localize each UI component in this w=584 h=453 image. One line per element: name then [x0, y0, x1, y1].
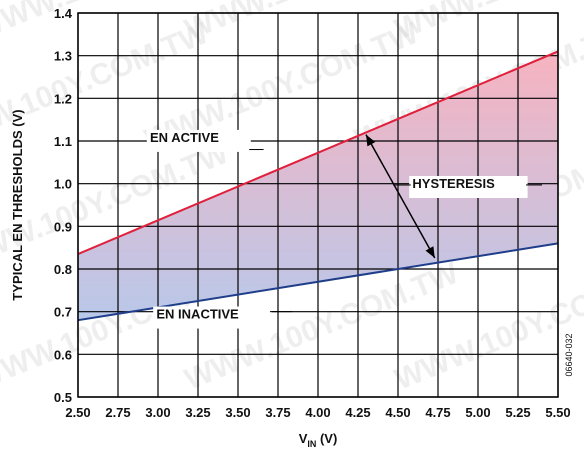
x-tick-label: 3.50	[225, 405, 250, 420]
figure-id: 06640-032	[564, 333, 574, 376]
series-line-en-active	[77, 50, 559, 255]
x-tick-label: 4.50	[385, 405, 410, 420]
y-tick-label: 1.1	[54, 134, 72, 149]
hysteresis-arrowhead-top	[366, 134, 376, 147]
x-tick-label: 4.25	[345, 405, 370, 420]
x-tick-label: 3.25	[185, 405, 210, 420]
y-tick-label: 1.3	[54, 49, 72, 64]
x-axis-title: VIN (V)	[299, 431, 338, 449]
label-en-inactive: EN INACTIVE	[156, 306, 239, 321]
x-axis-title-main: V	[299, 431, 308, 446]
x-axis-title-subscript: IN	[307, 439, 316, 449]
x-tick-label: 5.50	[545, 405, 570, 420]
x-tick-label: 2.50	[65, 405, 90, 420]
y-tick-label: 0.8	[54, 262, 72, 277]
x-tick-label: 3.00	[145, 405, 170, 420]
y-tick-label: 0.5	[54, 390, 72, 405]
x-tick-labels: 2.50 2.75 3.00 3.25 3.50 3.75 4.00 4.25 4.50 4.75…	[65, 405, 570, 420]
y-tick-label: 0.7	[54, 305, 72, 320]
x-tick-label: 5.25	[505, 405, 530, 420]
y-tick-label: 0.9	[54, 219, 72, 234]
y-tick-label: 1.2	[54, 91, 72, 106]
x-tick-label: 4.75	[425, 405, 450, 420]
x-axis-title-unit: (V)	[316, 431, 337, 446]
label-en-active: EN ACTIVE	[150, 130, 219, 145]
x-tick-label: 4.00	[305, 405, 330, 420]
y-tick-labels: 0.5 0.6 0.7 0.8 0.9 1.0 1.1 1.2 1.3 1.4	[54, 6, 73, 405]
y-tick-label: 1.4	[54, 6, 73, 21]
x-tick-label: 2.75	[105, 405, 130, 420]
label-bg-hysteresis	[409, 175, 528, 198]
y-axis-title: TYPICAL EN THRESHOLDS (V)	[10, 109, 25, 300]
y-tick-label: 0.6	[54, 347, 72, 362]
label-bg-en-active	[146, 129, 251, 152]
y-tick-label: 1.0	[54, 177, 72, 192]
label-hysteresis: HYSTERESIS	[412, 176, 495, 191]
label-bg-en-inactive	[153, 306, 272, 329]
x-tick-label: 5.00	[465, 405, 490, 420]
hysteresis-arrowhead-bottom	[425, 246, 435, 258]
plot-frame	[77, 12, 559, 398]
x-tick-label: 3.75	[265, 405, 290, 420]
hysteresis-arrow	[365, 134, 436, 259]
